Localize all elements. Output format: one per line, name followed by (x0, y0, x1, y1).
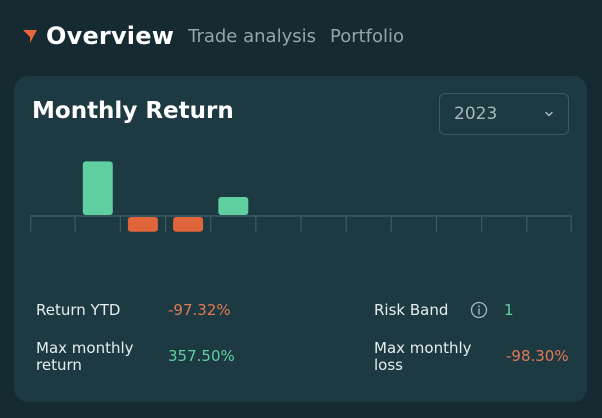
tab-trade-analysis[interactable]: Trade analysis (188, 25, 316, 47)
chart-bar[interactable] (82, 161, 113, 215)
card-title: Monthly Return (32, 98, 234, 124)
tab-portfolio[interactable]: Portfolio (329, 25, 405, 47)
max-monthly-loss-label-line1: Max monthly (374, 339, 472, 357)
info-icon[interactable] (470, 301, 488, 319)
monthly-return-card: Monthly Return 2023 Return YTD -97.32% R… (14, 76, 587, 402)
year-dropdown-value: 2023 (454, 104, 498, 124)
chart-bar[interactable] (173, 217, 204, 232)
monthly-return-chart (30, 161, 572, 232)
chart-bar[interactable] (218, 197, 249, 215)
risk-band-value: 1 (504, 301, 514, 319)
return-ytd-value: -97.32% (168, 301, 231, 319)
tab-overview-label: Overview (46, 22, 175, 50)
max-monthly-loss-value: -98.30% (506, 347, 569, 365)
chart-bar[interactable] (127, 217, 158, 232)
logo-arrow-icon (23, 30, 37, 43)
year-dropdown[interactable]: 2023 (439, 93, 569, 135)
chevron-down-icon (545, 111, 553, 117)
return-ytd-label: Return YTD (36, 301, 121, 319)
top-navigation: Overview Trade analysis Portfolio (22, 16, 404, 56)
stats-section: Return YTD -97.32% Risk Band 1 Max month… (14, 286, 587, 386)
max-monthly-loss-label-line2: loss (374, 356, 403, 374)
max-monthly-return-label-line2: return (36, 356, 82, 374)
max-monthly-return-label-line1: Max monthly (36, 339, 134, 357)
max-monthly-return-value: 357.50% (168, 347, 235, 365)
tab-overview[interactable]: Overview (22, 22, 174, 50)
risk-band-label: Risk Band (374, 301, 449, 319)
